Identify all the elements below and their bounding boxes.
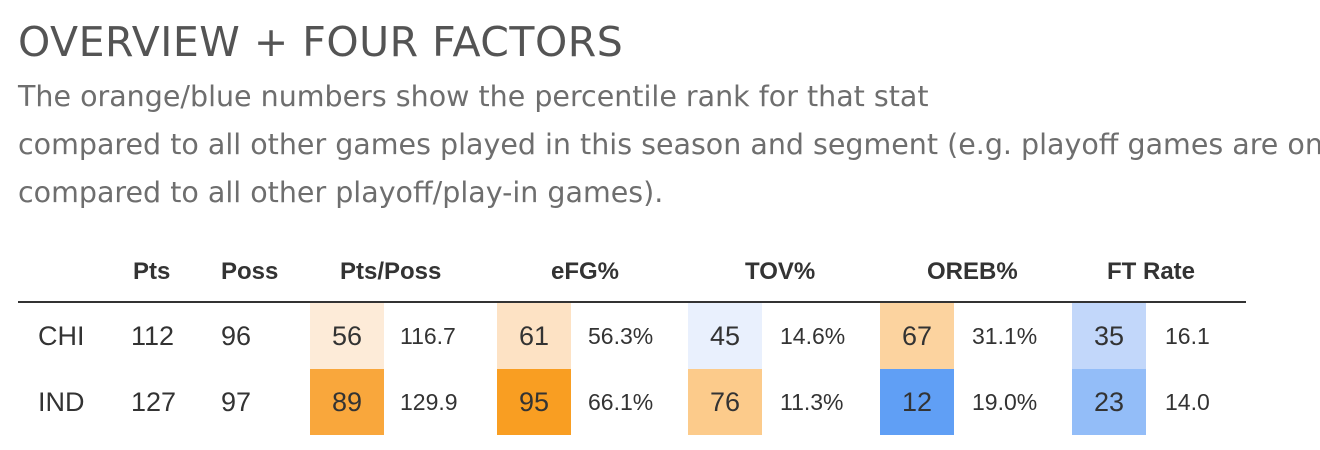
page-title: OVERVIEW + FOUR FACTORS [18,18,624,66]
header-rule [18,301,1246,303]
oreb-value: 31.1% [972,323,1038,349]
header-tov: TOV% [745,258,816,285]
ft-rate-percentile-cell: 35 [1072,303,1146,369]
ft-rate-value: 16.1 [1165,323,1210,349]
poss-value: 96 [221,321,252,351]
oreb-value: 19.0% [972,389,1038,415]
oreb-percentile-cell: 12 [880,369,954,435]
header-poss: Poss [221,258,279,285]
tov-value: 11.3% [780,389,844,415]
subtitle-line-3: compared to all other playoff/play-in ga… [18,176,664,209]
header-oreb: OREB% [927,258,1018,285]
poss-value: 97 [221,387,252,417]
oreb-percentile-cell: 67 [880,303,954,369]
pts-value: 112 [131,321,175,351]
team-label: CHI [38,321,85,351]
pts-per-poss-percentile-cell: 89 [310,369,384,435]
header-pts-per-poss: Pts/Poss [340,258,442,285]
pts-value: 127 [131,387,177,417]
efg-value: 56.3% [588,323,654,349]
ft-rate-percentile-cell: 23 [1072,369,1146,435]
efg-percentile-cell: 61 [497,303,571,369]
tov-percentile-cell: 76 [688,369,762,435]
pts-per-poss-percentile-cell: 56 [310,303,384,369]
tov-value: 14.6% [780,323,846,349]
pts-per-poss-value: 116.7 [400,323,456,349]
subtitle-line-2: compared to all other games played in th… [18,128,1320,161]
header-efg: eFG% [551,258,620,285]
pts-per-poss-value: 129.9 [400,389,458,415]
team-label: IND [38,387,85,417]
header-ft-rate: FT Rate [1107,258,1196,285]
header-pts: Pts [133,258,171,285]
subtitle-line-1: The orange/blue numbers show the percent… [18,80,929,113]
ft-rate-value: 14.0 [1165,389,1210,415]
tov-percentile-cell: 45 [688,303,762,369]
efg-value: 66.1% [588,389,654,415]
efg-percentile-cell: 95 [497,369,571,435]
